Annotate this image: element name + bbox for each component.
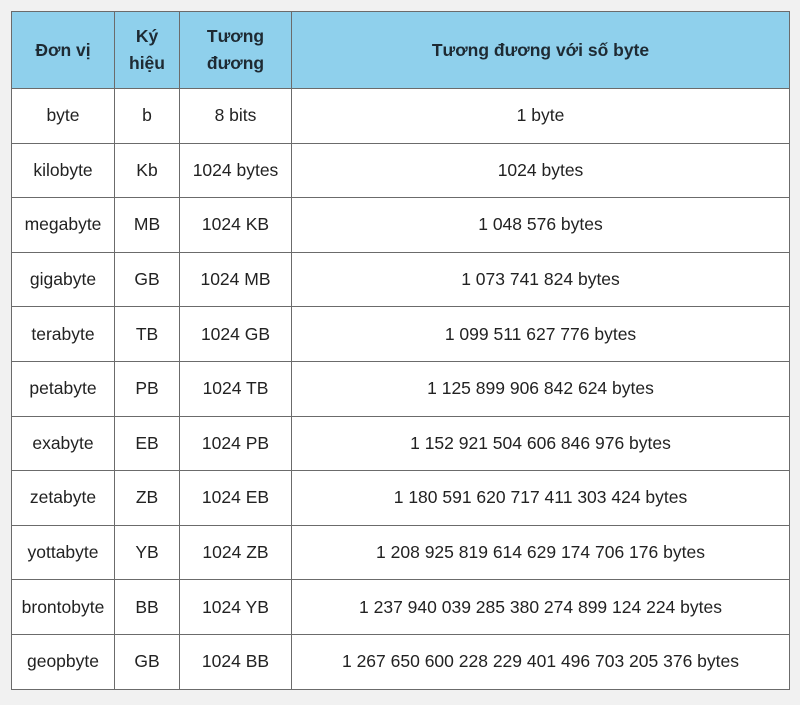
header-bytes: Tương đương với số byte <box>291 11 790 89</box>
cell-symbol: GB <box>114 633 180 690</box>
cell-symbol: b <box>114 88 180 144</box>
header-bytes-label: Tương đương với số byte <box>431 39 650 60</box>
table-header: Đơn vị Ký hiệu Tương đương Tương đương v… <box>11 11 790 89</box>
cell-symbol: TB <box>114 306 180 362</box>
cell-equivalent: 1024 MB <box>179 251 292 308</box>
cell-equivalent: 1024 ZB <box>179 524 292 581</box>
cell-symbol: ZB <box>114 470 180 526</box>
header-equivalent-line2: đương <box>206 53 265 73</box>
cell-symbol: BB <box>114 579 180 635</box>
cell-symbol: EB <box>114 415 180 472</box>
cell-equivalent: 1024 TB <box>179 360 292 417</box>
header-unit: Đơn vị <box>11 11 115 89</box>
cell-symbol: MB <box>114 197 180 253</box>
cell-equivalent: 8 bits <box>179 88 292 144</box>
cell-equivalent: 1024 YB <box>179 579 292 635</box>
cell-bytes: 1 180 591 620 717 411 303 424 bytes <box>291 470 790 526</box>
cell-unit: yottabyte <box>11 524 115 581</box>
cell-bytes: 1 048 576 bytes <box>291 197 790 253</box>
cell-unit: brontobyte <box>11 579 115 635</box>
cell-unit: petabyte <box>11 360 115 417</box>
header-equivalent-line1: Tương <box>206 26 265 46</box>
cell-equivalent: 1024 KB <box>179 197 292 253</box>
cell-bytes: 1 152 921 504 606 846 976 bytes <box>291 415 790 472</box>
cell-symbol: GB <box>114 251 180 308</box>
header-symbol: Ký hiệu <box>114 11 180 89</box>
header-unit-label: Đơn vị <box>35 39 91 60</box>
table-row: terabyte TB 1024 GB 1 099 511 627 776 bytes <box>11 306 790 362</box>
header-symbol-line2: hiệu <box>129 53 165 73</box>
cell-bytes: 1 byte <box>291 88 790 144</box>
table-row: zetabyte ZB 1024 EB 1 180 591 620 717 411 3… <box>11 470 790 526</box>
cell-unit: kilobyte <box>11 142 115 199</box>
table-row: exabyte EB 1024 PB 1 152 921 504 606 846 97… <box>11 415 790 472</box>
cell-symbol: Kb <box>114 142 180 199</box>
table-row: gigabyte GB 1024 MB 1 073 741 824 bytes <box>11 251 790 308</box>
table-row: kilobyte Kb 1024 bytes 1024 bytes <box>11 142 790 199</box>
table-row: petabyte PB 1024 TB 1 125 899 906 842 624 b… <box>11 360 790 417</box>
cell-bytes: 1 208 925 819 614 629 174 706 176 bytes <box>291 524 790 581</box>
cell-equivalent: 1024 bytes <box>179 142 292 199</box>
header-symbol-line1: Ký <box>135 26 159 46</box>
cell-unit: byte <box>11 88 115 144</box>
header-equivalent: Tương đương <box>179 11 292 89</box>
cell-bytes: 1 099 511 627 776 bytes <box>291 306 790 362</box>
cell-unit: gigabyte <box>11 251 115 308</box>
cell-symbol: YB <box>114 524 180 581</box>
cell-unit: geopbyte <box>11 633 115 690</box>
table-row: geopbyte GB 1024 BB 1 267 650 600 228 229 4… <box>11 633 790 690</box>
cell-bytes: 1 237 940 039 285 380 274 899 124 224 by… <box>291 579 790 635</box>
table-body: byte b 8 bits 1 byte kilobyte Kb 1024 bytes 102… <box>11 88 790 690</box>
cell-bytes: 1 125 899 906 842 624 bytes <box>291 360 790 417</box>
cell-unit: exabyte <box>11 415 115 472</box>
table-row: byte b 8 bits 1 byte <box>11 88 790 144</box>
table-row: yottabyte YB 1024 ZB 1 208 925 819 614 629 … <box>11 524 790 581</box>
units-table: Đơn vị Ký hiệu Tương đương Tương đương v… <box>11 11 790 690</box>
cell-equivalent: 1024 GB <box>179 306 292 362</box>
cell-symbol: PB <box>114 360 180 417</box>
cell-unit: zetabyte <box>11 470 115 526</box>
cell-unit: terabyte <box>11 306 115 362</box>
table-row: brontobyte BB 1024 YB 1 237 940 039 285 380… <box>11 579 790 635</box>
cell-equivalent: 1024 EB <box>179 470 292 526</box>
cell-bytes: 1 267 650 600 228 229 401 496 703 205 37… <box>291 633 790 690</box>
cell-unit: megabyte <box>11 197 115 253</box>
header-row: Đơn vị Ký hiệu Tương đương Tương đương v… <box>11 11 790 89</box>
cell-bytes: 1 073 741 824 bytes <box>291 251 790 308</box>
cell-bytes: 1024 bytes <box>291 142 790 199</box>
cell-equivalent: 1024 PB <box>179 415 292 472</box>
cell-equivalent: 1024 BB <box>179 633 292 690</box>
table-row: megabyte MB 1024 KB 1 048 576 bytes <box>11 197 790 253</box>
